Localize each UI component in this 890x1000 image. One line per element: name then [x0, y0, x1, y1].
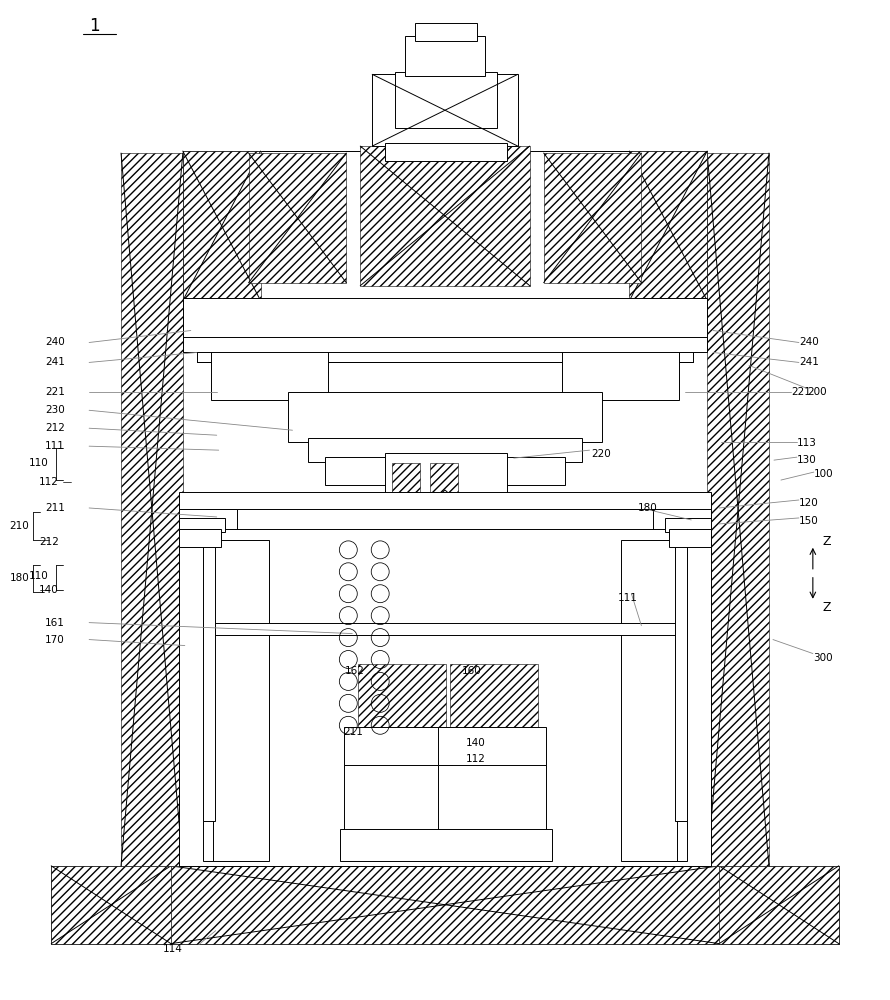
Bar: [182, 151, 261, 301]
Text: 211: 211: [344, 727, 363, 737]
Text: 240: 240: [45, 337, 65, 347]
Bar: [392, 463, 420, 493]
Text: 241: 241: [45, 357, 65, 367]
Bar: [372, 74, 518, 146]
Bar: [203, 540, 213, 861]
Bar: [248, 153, 346, 283]
Text: 212: 212: [45, 423, 65, 433]
Bar: [197, 340, 693, 362]
Bar: [385, 453, 506, 498]
Bar: [340, 829, 552, 861]
Text: 100: 100: [813, 469, 833, 479]
Text: 113: 113: [797, 438, 817, 448]
Bar: [629, 151, 708, 301]
Text: Z: Z: [823, 601, 831, 614]
Text: 200: 200: [807, 387, 827, 397]
Bar: [360, 146, 530, 286]
Text: 140: 140: [39, 585, 59, 595]
Bar: [708, 153, 769, 866]
Text: 210: 210: [10, 521, 29, 531]
Bar: [203, 524, 214, 821]
Bar: [211, 540, 269, 861]
Bar: [438, 765, 546, 831]
Bar: [179, 529, 711, 866]
Text: 120: 120: [799, 498, 819, 508]
Bar: [288, 392, 602, 442]
Text: Z: Z: [823, 535, 831, 548]
Bar: [450, 664, 538, 729]
Text: 180: 180: [637, 503, 657, 513]
Text: 112: 112: [39, 477, 59, 487]
Bar: [659, 540, 706, 552]
Text: 221: 221: [45, 387, 65, 397]
Text: 221: 221: [791, 387, 811, 397]
Bar: [309, 438, 581, 462]
Bar: [182, 298, 708, 342]
Bar: [676, 524, 687, 821]
Text: 140: 140: [466, 738, 486, 748]
Bar: [211, 339, 328, 400]
Bar: [171, 866, 719, 944]
Bar: [182, 337, 708, 352]
Text: 220: 220: [592, 449, 611, 459]
Bar: [621, 540, 679, 861]
Bar: [179, 529, 221, 547]
Text: 240: 240: [799, 337, 819, 347]
Text: 241: 241: [799, 357, 819, 367]
Bar: [206, 509, 684, 533]
Text: 1: 1: [89, 17, 100, 35]
Text: 162: 162: [344, 666, 364, 676]
Bar: [395, 72, 497, 128]
Bar: [184, 540, 231, 552]
Text: 130: 130: [797, 455, 817, 465]
Bar: [405, 36, 485, 76]
Text: 114: 114: [163, 944, 182, 954]
Bar: [344, 765, 452, 831]
Bar: [438, 727, 546, 767]
Text: 212: 212: [39, 537, 59, 547]
Text: 110: 110: [29, 571, 49, 581]
Text: 111: 111: [618, 593, 637, 603]
Bar: [666, 518, 711, 532]
Bar: [52, 866, 171, 944]
Bar: [562, 339, 679, 400]
Bar: [359, 664, 446, 729]
Bar: [179, 492, 711, 512]
Text: 160: 160: [462, 666, 481, 676]
Bar: [677, 540, 687, 861]
Text: 211: 211: [45, 503, 65, 513]
Bar: [182, 151, 708, 301]
Text: 300: 300: [813, 653, 832, 663]
Bar: [121, 153, 182, 866]
Bar: [430, 463, 458, 493]
Bar: [179, 518, 224, 532]
Bar: [179, 509, 237, 545]
Text: 230: 230: [45, 405, 65, 415]
Bar: [719, 866, 838, 944]
Text: 111: 111: [45, 441, 65, 451]
Bar: [385, 143, 506, 161]
Bar: [669, 529, 711, 547]
Bar: [544, 153, 642, 283]
Bar: [326, 457, 564, 485]
Text: 110: 110: [29, 458, 49, 468]
Bar: [415, 23, 477, 41]
Bar: [344, 727, 452, 767]
Bar: [653, 509, 711, 545]
Polygon shape: [398, 490, 492, 560]
Bar: [52, 866, 838, 944]
Text: 150: 150: [799, 516, 819, 526]
Text: 180: 180: [10, 573, 29, 583]
Text: 161: 161: [45, 618, 65, 628]
Bar: [203, 623, 687, 635]
Text: 170: 170: [45, 635, 65, 645]
Text: 112: 112: [466, 754, 486, 764]
